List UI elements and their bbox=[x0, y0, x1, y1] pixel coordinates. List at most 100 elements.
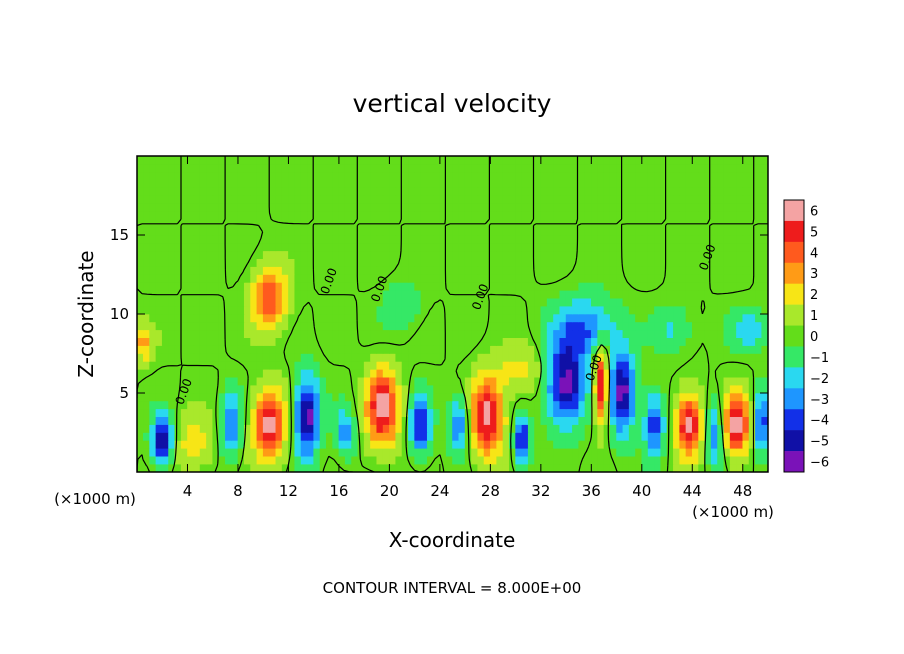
heatmap-cell bbox=[225, 179, 232, 188]
heatmap-cell bbox=[401, 163, 409, 173]
heatmap-cell bbox=[572, 353, 579, 362]
heatmap-cell bbox=[572, 156, 579, 165]
heatmap-cell bbox=[326, 345, 333, 354]
heatmap-cell bbox=[685, 369, 693, 378]
heatmap-cell bbox=[710, 187, 718, 196]
heatmap-cell bbox=[351, 195, 359, 204]
heatmap-cell bbox=[534, 448, 542, 457]
heatmap-cell bbox=[332, 187, 340, 196]
heatmap-cell bbox=[288, 361, 296, 370]
heatmap-cell bbox=[168, 432, 176, 441]
heatmap-cell bbox=[225, 250, 232, 259]
heatmap-cell bbox=[408, 463, 415, 472]
heatmap-cell bbox=[660, 376, 668, 386]
heatmap-cell bbox=[250, 384, 258, 394]
heatmap-cell bbox=[628, 156, 636, 165]
heatmap-cell bbox=[193, 195, 201, 204]
heatmap-cell bbox=[231, 384, 239, 394]
heatmap-cell bbox=[616, 234, 624, 244]
heatmap-cell bbox=[723, 440, 731, 449]
heatmap-cell bbox=[458, 440, 466, 449]
heatmap-cell bbox=[439, 226, 447, 236]
heatmap-cell bbox=[256, 432, 264, 441]
heatmap-cell bbox=[433, 463, 441, 472]
heatmap-cell bbox=[622, 179, 630, 188]
heatmap-cell bbox=[326, 234, 333, 244]
heatmap-cell bbox=[546, 463, 554, 472]
heatmap-cell bbox=[137, 203, 144, 212]
heatmap-cell bbox=[250, 234, 258, 244]
heatmap-cell bbox=[338, 163, 346, 173]
heatmap-cell bbox=[452, 266, 460, 275]
heatmap-cell bbox=[401, 195, 409, 204]
heatmap-cell bbox=[527, 400, 535, 410]
heatmap-cell bbox=[729, 361, 737, 370]
heatmap-cell bbox=[717, 163, 725, 173]
heatmap-cell bbox=[679, 203, 687, 212]
heatmap-cell bbox=[729, 195, 737, 204]
heatmap-cell bbox=[553, 337, 561, 346]
heatmap-cell bbox=[426, 179, 434, 188]
heatmap-cell bbox=[225, 321, 232, 331]
heatmap-cell bbox=[275, 455, 283, 465]
heatmap-cell bbox=[149, 376, 157, 386]
heatmap-cell bbox=[389, 424, 397, 433]
heatmap-cell bbox=[698, 392, 706, 402]
heatmap-cell bbox=[691, 258, 699, 267]
heatmap-cell bbox=[704, 400, 712, 410]
heatmap-cell bbox=[256, 400, 264, 410]
heatmap-cell bbox=[748, 455, 756, 465]
heatmap-cell bbox=[168, 250, 176, 259]
heatmap-cell bbox=[496, 195, 504, 204]
heatmap-cell bbox=[616, 305, 624, 315]
heatmap-cell bbox=[155, 448, 163, 457]
heatmap-cell bbox=[546, 455, 554, 465]
heatmap-cell bbox=[572, 305, 579, 315]
heatmap-cell bbox=[597, 258, 605, 267]
heatmap-cell bbox=[389, 290, 397, 299]
heatmap-cell bbox=[685, 353, 693, 362]
heatmap-cell bbox=[502, 290, 510, 299]
heatmap-cell bbox=[483, 353, 491, 362]
heatmap-cell bbox=[420, 218, 428, 228]
heatmap-cell bbox=[458, 218, 466, 228]
heatmap-cell bbox=[332, 463, 340, 472]
heatmap-cell bbox=[363, 463, 371, 472]
heatmap-cell bbox=[540, 258, 548, 267]
heatmap-cell bbox=[149, 274, 157, 283]
heatmap-cell bbox=[174, 282, 182, 291]
heatmap-cell bbox=[748, 234, 756, 244]
heatmap-cell bbox=[603, 305, 611, 315]
heatmap-cell bbox=[654, 408, 662, 417]
heatmap-cell bbox=[673, 163, 680, 173]
heatmap-cell bbox=[755, 392, 762, 402]
heatmap-cell bbox=[414, 353, 422, 362]
heatmap-cell bbox=[445, 156, 453, 165]
heatmap-cell bbox=[180, 274, 188, 283]
heatmap-cell bbox=[137, 416, 144, 425]
heatmap-cell bbox=[597, 463, 605, 472]
heatmap-cell bbox=[351, 463, 359, 472]
heatmap-cell bbox=[685, 321, 693, 331]
heatmap-cell bbox=[420, 242, 428, 252]
heatmap-cell bbox=[149, 163, 157, 173]
heatmap-cell bbox=[168, 171, 176, 180]
heatmap-cell bbox=[471, 392, 479, 402]
heatmap-cell bbox=[149, 424, 157, 433]
heatmap-cell bbox=[300, 329, 308, 338]
heatmap-cell bbox=[761, 440, 768, 449]
heatmap-cell bbox=[281, 266, 289, 275]
heatmap-cell bbox=[660, 416, 668, 425]
heatmap-cell bbox=[572, 400, 579, 410]
heatmap-cell bbox=[553, 448, 561, 457]
heatmap-cell bbox=[420, 329, 428, 338]
heatmap-cell bbox=[647, 353, 655, 362]
heatmap-cell bbox=[376, 258, 384, 267]
heatmap-cell bbox=[736, 305, 744, 315]
heatmap-cell bbox=[408, 250, 415, 259]
heatmap-cell bbox=[698, 400, 706, 410]
heatmap-cell bbox=[458, 313, 466, 323]
heatmap-cell bbox=[250, 369, 258, 378]
heatmap-cell bbox=[433, 203, 441, 212]
heatmap-cell bbox=[300, 179, 308, 188]
